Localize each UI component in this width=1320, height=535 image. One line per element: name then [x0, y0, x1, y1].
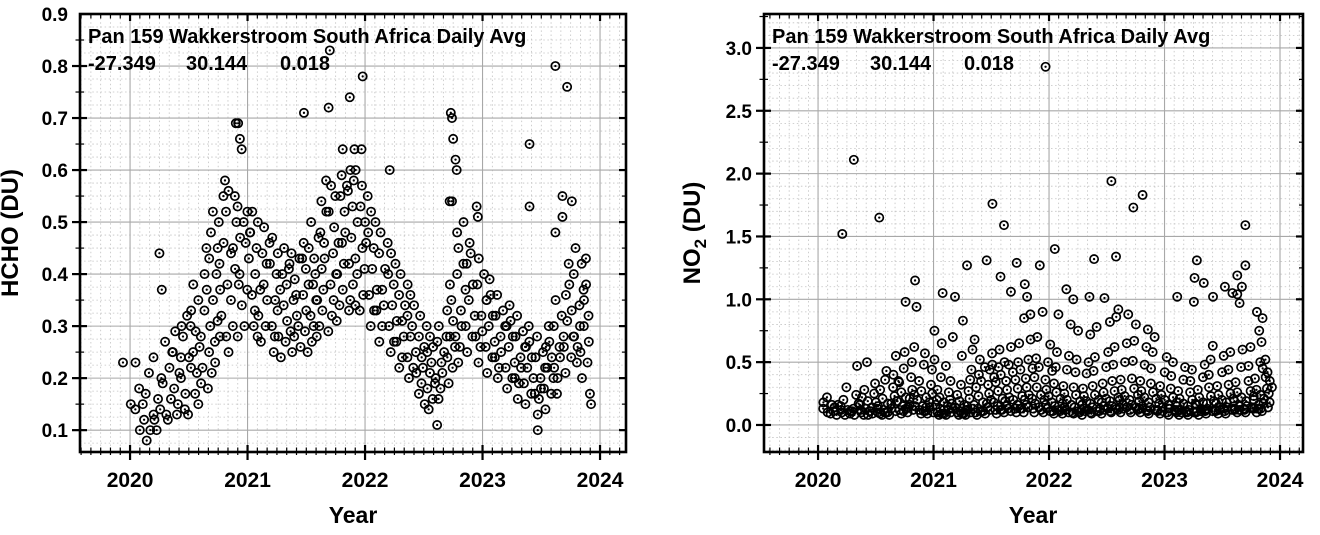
coords-value: -27.349 — [88, 53, 156, 75]
x-axis-title: Year — [1009, 502, 1058, 528]
y-tick-label: 0.2 — [42, 369, 68, 390]
coords-value: 30.144 — [186, 53, 248, 75]
scatter-points-group — [118, 45, 597, 446]
coords-line: -27.349 30.144 0.018 — [772, 53, 1014, 75]
y-tick-label: 3.0 — [726, 39, 752, 60]
x-tick-label: 2022 — [342, 469, 389, 492]
x-tick-label: 2023 — [459, 469, 506, 492]
x-tick-label: 2023 — [1141, 469, 1188, 492]
y-tick-label: 0.6 — [42, 161, 68, 182]
plot-title: Pan 159 Wakkerstroom South Africa Daily … — [772, 26, 1210, 48]
coords-value: 0.018 — [280, 53, 330, 75]
coords-value: 30.144 — [870, 53, 932, 75]
x-axis-title: Year — [329, 502, 378, 528]
coords-value: -27.349 — [772, 53, 840, 75]
x-tick-label: 2021 — [910, 469, 957, 492]
y-tick-label: 0.3 — [42, 317, 68, 338]
scatter-points-group — [818, 61, 1277, 420]
x-tick-label: 2020 — [107, 469, 154, 492]
y-tick-label: 0.5 — [726, 353, 753, 374]
y-tick-label: 1.5 — [726, 227, 753, 248]
y-tick-label: 0.1 — [42, 421, 69, 442]
x-tick-label: 2021 — [224, 469, 271, 492]
y-tick-label: 0.7 — [42, 109, 68, 130]
plot-title: Pan 159 Wakkerstroom South Africa Daily … — [88, 26, 526, 48]
y-tick-label: 2.5 — [726, 102, 753, 123]
tick-marks-group — [756, 14, 1303, 460]
x-tick-label: 2022 — [1026, 469, 1073, 492]
y-tick-label: 0.4 — [42, 265, 69, 286]
y-tick-label: 2.0 — [726, 165, 752, 186]
plot-frame — [78, 12, 628, 454]
y-tick-label: 1.0 — [726, 290, 752, 311]
hcho-panel: 0.1 0.2 0.3 0.4 0.5 0.6 0.7 0.8 0.9 2020 2021 2022 2… — [0, 5, 628, 528]
x-tick-label: 2024 — [1257, 469, 1304, 492]
coords-line: -27.349 30.144 0.018 — [88, 53, 330, 75]
no2-panel: 0.0 0.5 1.0 1.5 2.0 2.5 3.0 2020 2021 2022 2023 202… — [679, 12, 1305, 528]
y-axis-title: HCHO (DU) — [0, 169, 24, 297]
x-tick-label: 2024 — [577, 469, 624, 492]
y-tick-label: 0.8 — [42, 57, 68, 78]
x-tick-label: 2020 — [795, 469, 842, 492]
plot-frame — [762, 12, 1305, 454]
y-tick-label: 0.0 — [726, 416, 752, 437]
y-tick-label: 0.9 — [42, 5, 68, 26]
coords-value: 0.018 — [964, 53, 1014, 75]
tick-marks-group — [72, 14, 626, 460]
y-axis-title: NO2 (DU) — [679, 182, 710, 285]
y-tick-label: 0.5 — [42, 213, 69, 234]
